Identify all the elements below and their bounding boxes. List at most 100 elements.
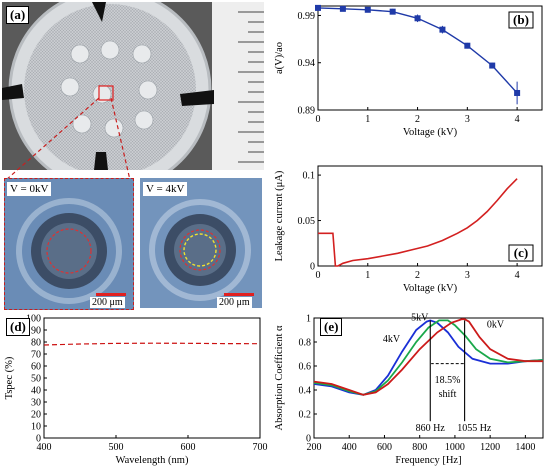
y-tick-label: 0.99 <box>298 11 316 22</box>
y-axis-title: Absorption Coefficient α <box>274 325 285 431</box>
x-axis-title: Voltage (kV) <box>403 127 458 138</box>
y-tick-label: 0 <box>306 434 311 445</box>
y-tick-label: 0.6 <box>299 362 312 373</box>
series-line-0 <box>43 342 261 346</box>
x-axis-title: Wavelength (nm) <box>116 455 189 466</box>
y-tick-label: 40 <box>31 386 41 397</box>
y-axis-title: Leakage current (μA) <box>274 170 285 261</box>
x-tick-label: 700 <box>253 442 268 453</box>
plot-frame <box>313 317 544 439</box>
freq-low-label: 860 Hz <box>416 423 446 434</box>
y-tick-label: 60 <box>31 362 41 373</box>
panel-label-b: (b) <box>508 11 534 29</box>
x-tick-label: 400 <box>342 442 357 453</box>
shift-word: shift <box>439 389 457 400</box>
chart-b: 0 1 2 3 4 0.89 0.94 0.99 Voltage (kV) a(V)/ao (b) <box>274 4 543 138</box>
data-point <box>315 4 321 11</box>
plot-frame <box>43 317 261 439</box>
x-tick-label: 600 <box>377 442 392 453</box>
y-tick-label: 80 <box>31 338 41 349</box>
data-point <box>364 6 371 13</box>
x-tick-label: 0 <box>316 114 321 125</box>
panel-label-box <box>508 11 534 29</box>
series-line-1 <box>313 319 544 396</box>
panel-e-label: (e) <box>320 318 343 336</box>
panel-label-text: (b) <box>513 12 529 27</box>
inset-0kv-drawing <box>5 179 133 309</box>
y-tick-label: 0.1 <box>303 171 316 182</box>
inset-4kv-label: V = 4kV <box>143 182 188 196</box>
label-4kv: 4kV <box>383 334 401 345</box>
scale-bar-left <box>96 293 126 296</box>
panel-a-label: (a) <box>6 6 30 24</box>
plot-frame <box>317 165 543 267</box>
inset-0kv-label: V = 0kV <box>7 182 52 196</box>
x-tick-label: 1400 <box>515 442 535 453</box>
y-tick-label: 10 <box>31 422 41 433</box>
chart-c: 0 1 2 3 4 0 0.05 0.1 Voltage (kV) Leakage current… <box>274 165 543 294</box>
scale-bar-right <box>224 293 254 296</box>
data-point <box>464 42 471 49</box>
y-tick-label: 0.2 <box>299 410 312 421</box>
label-0kv: 0kV <box>487 320 505 331</box>
y-tick-label: 0.8 <box>299 338 312 349</box>
data-point <box>439 26 446 33</box>
x-tick-label: 1 <box>365 270 370 281</box>
label-5kv: 5kV <box>411 312 429 323</box>
x-tick-label: 400 <box>37 442 52 453</box>
shift-percent: 18.5% <box>435 375 461 386</box>
y-tick-label: 50 <box>31 374 41 385</box>
chart-e: 200 400 600 800 1000 1200 1400 0 0.2 0.4 0.6 0.8 1 Fr… <box>274 312 544 466</box>
y-axis-title: a(V)/ao <box>274 42 285 74</box>
series-line-2 <box>313 318 543 396</box>
scale-label-left: 200 μm <box>90 297 125 308</box>
y-tick-label: 100 <box>26 314 41 325</box>
y-axis-title: Tspec (%) <box>4 356 15 399</box>
y-tick-label: 90 <box>31 326 41 337</box>
x-tick-label: 2 <box>415 270 420 281</box>
x-tick-label: 4 <box>515 114 520 125</box>
y-tick-label: 0 <box>36 434 41 445</box>
y-tick-label: 0.4 <box>299 386 312 397</box>
x-tick-label: 4 <box>515 270 520 281</box>
x-tick-label: 2 <box>415 114 420 125</box>
y-tick-label: 0.89 <box>298 106 316 117</box>
y-tick-label: 70 <box>31 350 41 361</box>
x-axis-title: Frequency [Hz] <box>395 455 461 466</box>
x-tick-label: 0 <box>316 270 321 281</box>
x-tick-label: 500 <box>109 442 124 453</box>
panel-label-box <box>508 244 534 262</box>
y-tick-label: 0 <box>310 262 315 273</box>
y-tick-label: 1 <box>306 314 311 325</box>
x-tick-label: 1000 <box>445 442 465 453</box>
photo-inset-0kv <box>4 178 134 310</box>
photo-inset-4kv <box>140 178 262 308</box>
x-tick-label: 1200 <box>480 442 500 453</box>
y-tick-label: 0.05 <box>298 216 316 227</box>
freq-high-label: 1055 Hz <box>457 423 492 434</box>
series-line-0 <box>313 319 544 396</box>
x-tick-label: 200 <box>307 442 322 453</box>
zoom-lines <box>5 97 131 181</box>
x-axis-title: Voltage (kV) <box>403 283 458 294</box>
y-tick-label: 20 <box>31 410 41 421</box>
plot-frame <box>317 5 543 111</box>
photo-top-membrane <box>2 2 264 170</box>
data-point <box>489 62 496 69</box>
series-line-0 <box>318 178 518 267</box>
x-tick-label: 600 <box>181 442 196 453</box>
panel-label-c: (c) <box>508 244 534 262</box>
y-tick-label: 30 <box>31 398 41 409</box>
panel-d-label: (d) <box>6 318 30 336</box>
x-tick-label: 800 <box>412 442 427 453</box>
membrane-photo-drawing <box>2 2 264 170</box>
y-tick-label: 0.94 <box>298 58 316 69</box>
panel-label-text: (c) <box>514 245 528 260</box>
scale-label-right: 200 μm <box>217 297 252 308</box>
data-point <box>339 5 346 12</box>
inset-4kv-drawing <box>140 178 262 308</box>
x-tick-label: 3 <box>465 270 470 281</box>
data-point <box>514 89 521 96</box>
data-point <box>414 15 421 22</box>
